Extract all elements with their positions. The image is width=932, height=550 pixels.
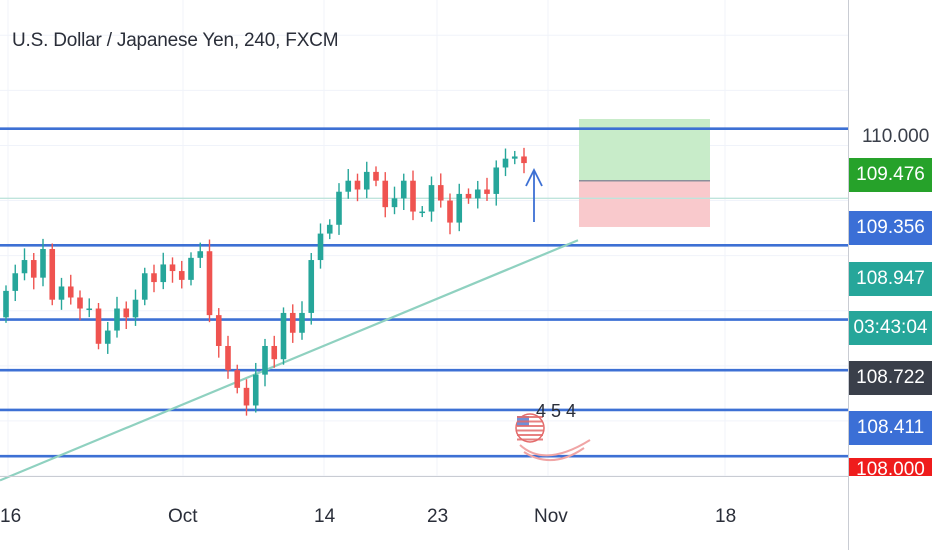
long-position-tool[interactable] — [579, 119, 710, 227]
candle-body — [521, 156, 527, 164]
candle-body — [77, 297, 83, 309]
candle-body — [169, 264, 176, 272]
flag-stripe — [517, 416, 543, 418]
candle-body — [336, 191, 342, 225]
candle-body — [437, 185, 444, 201]
candle-body — [299, 312, 305, 333]
candle-body — [178, 271, 185, 280]
stop-zone — [579, 180, 710, 227]
candle-body — [262, 345, 268, 375]
candle-body — [326, 224, 333, 234]
countdown-label[interactable]: 03:43:04 — [849, 311, 932, 345]
price-label-level[interactable]: 109.356 — [849, 211, 932, 245]
candle-body — [197, 251, 204, 258]
time-tick-23: 23 — [427, 506, 449, 527]
candle-body — [456, 193, 463, 223]
price-label-crosshair[interactable]: 108.722 — [849, 361, 932, 395]
flag-stripe — [517, 429, 543, 432]
candle-body — [30, 260, 37, 278]
time-tick-nov: Nov — [534, 506, 568, 527]
candle-body — [114, 308, 120, 331]
price-label-support[interactable]: 108.411 — [849, 411, 932, 445]
arrow-up-icon[interactable] — [525, 167, 543, 222]
us-flag-icon[interactable] — [515, 413, 591, 462]
candle-body — [363, 171, 370, 190]
candle-body — [289, 312, 296, 333]
event-underline — [519, 439, 591, 457]
candle-body — [12, 273, 19, 291]
candle-body — [49, 249, 56, 300]
candle-body — [410, 180, 416, 212]
candle-body — [3, 290, 9, 318]
flag-stripe — [517, 434, 543, 436]
price-label-bottom[interactable]: 108.000 — [849, 458, 932, 476]
candle-body — [141, 273, 148, 300]
candle-body — [271, 345, 278, 360]
time-tick-oct: Oct — [168, 506, 198, 527]
candle-body — [474, 189, 481, 199]
candle-body — [419, 211, 426, 214]
candle-body — [86, 308, 93, 311]
candle-body — [484, 189, 490, 194]
candle-body — [252, 374, 259, 406]
candle-body — [58, 286, 65, 300]
candle-body — [511, 156, 518, 159]
candle-body — [188, 257, 194, 280]
trendline[interactable] — [0, 239, 579, 482]
candle-body — [280, 312, 287, 360]
candle-body — [160, 264, 167, 283]
candle-body — [206, 251, 213, 316]
economic-event-label[interactable]: 4 5 4 — [536, 401, 577, 421]
candle-body — [225, 345, 231, 371]
candle-body — [382, 180, 389, 208]
price-label-last[interactable]: 108.947 — [849, 262, 932, 296]
candle-body — [40, 249, 46, 278]
candle-body — [373, 171, 379, 181]
price-label-target[interactable]: 109.476 — [849, 158, 932, 192]
candle-body — [132, 299, 139, 318]
candle-body — [502, 158, 509, 168]
candle-body — [391, 198, 398, 208]
candle-body — [123, 308, 130, 318]
candle-body — [345, 180, 352, 192]
flag-stripe — [517, 420, 543, 423]
candle-body — [308, 260, 315, 313]
candles — [3, 147, 527, 416]
candle-body — [465, 193, 472, 199]
horizontal-levels[interactable] — [0, 127, 848, 458]
time-tick-18: 18 — [715, 506, 737, 527]
candle-body — [493, 167, 500, 194]
candle-body — [215, 315, 222, 346]
candle-body — [428, 185, 435, 212]
event-underline-2 — [523, 447, 585, 462]
candle-body — [104, 330, 111, 344]
candle-body — [354, 180, 361, 190]
candle-body — [400, 180, 407, 199]
candle-body — [151, 273, 157, 283]
time-tick-16: 16 — [0, 506, 22, 527]
candle-body — [95, 308, 102, 344]
candle-body — [234, 370, 241, 388]
candle-body — [21, 260, 28, 274]
arrow-head — [525, 167, 543, 187]
flag-stripe — [517, 438, 543, 441]
time-tick-14: 14 — [314, 506, 336, 527]
chart-title: U.S. Dollar / Japanese Yen, 240, FXCM — [12, 30, 339, 51]
candle-body — [243, 387, 250, 406]
candle-body — [447, 200, 453, 223]
price-tick-top: 110.000 — [862, 126, 930, 147]
candle-body — [67, 286, 74, 298]
vertical-gridlines — [7, 0, 726, 476]
flag-stripe — [517, 425, 543, 427]
candle-body — [317, 233, 324, 261]
